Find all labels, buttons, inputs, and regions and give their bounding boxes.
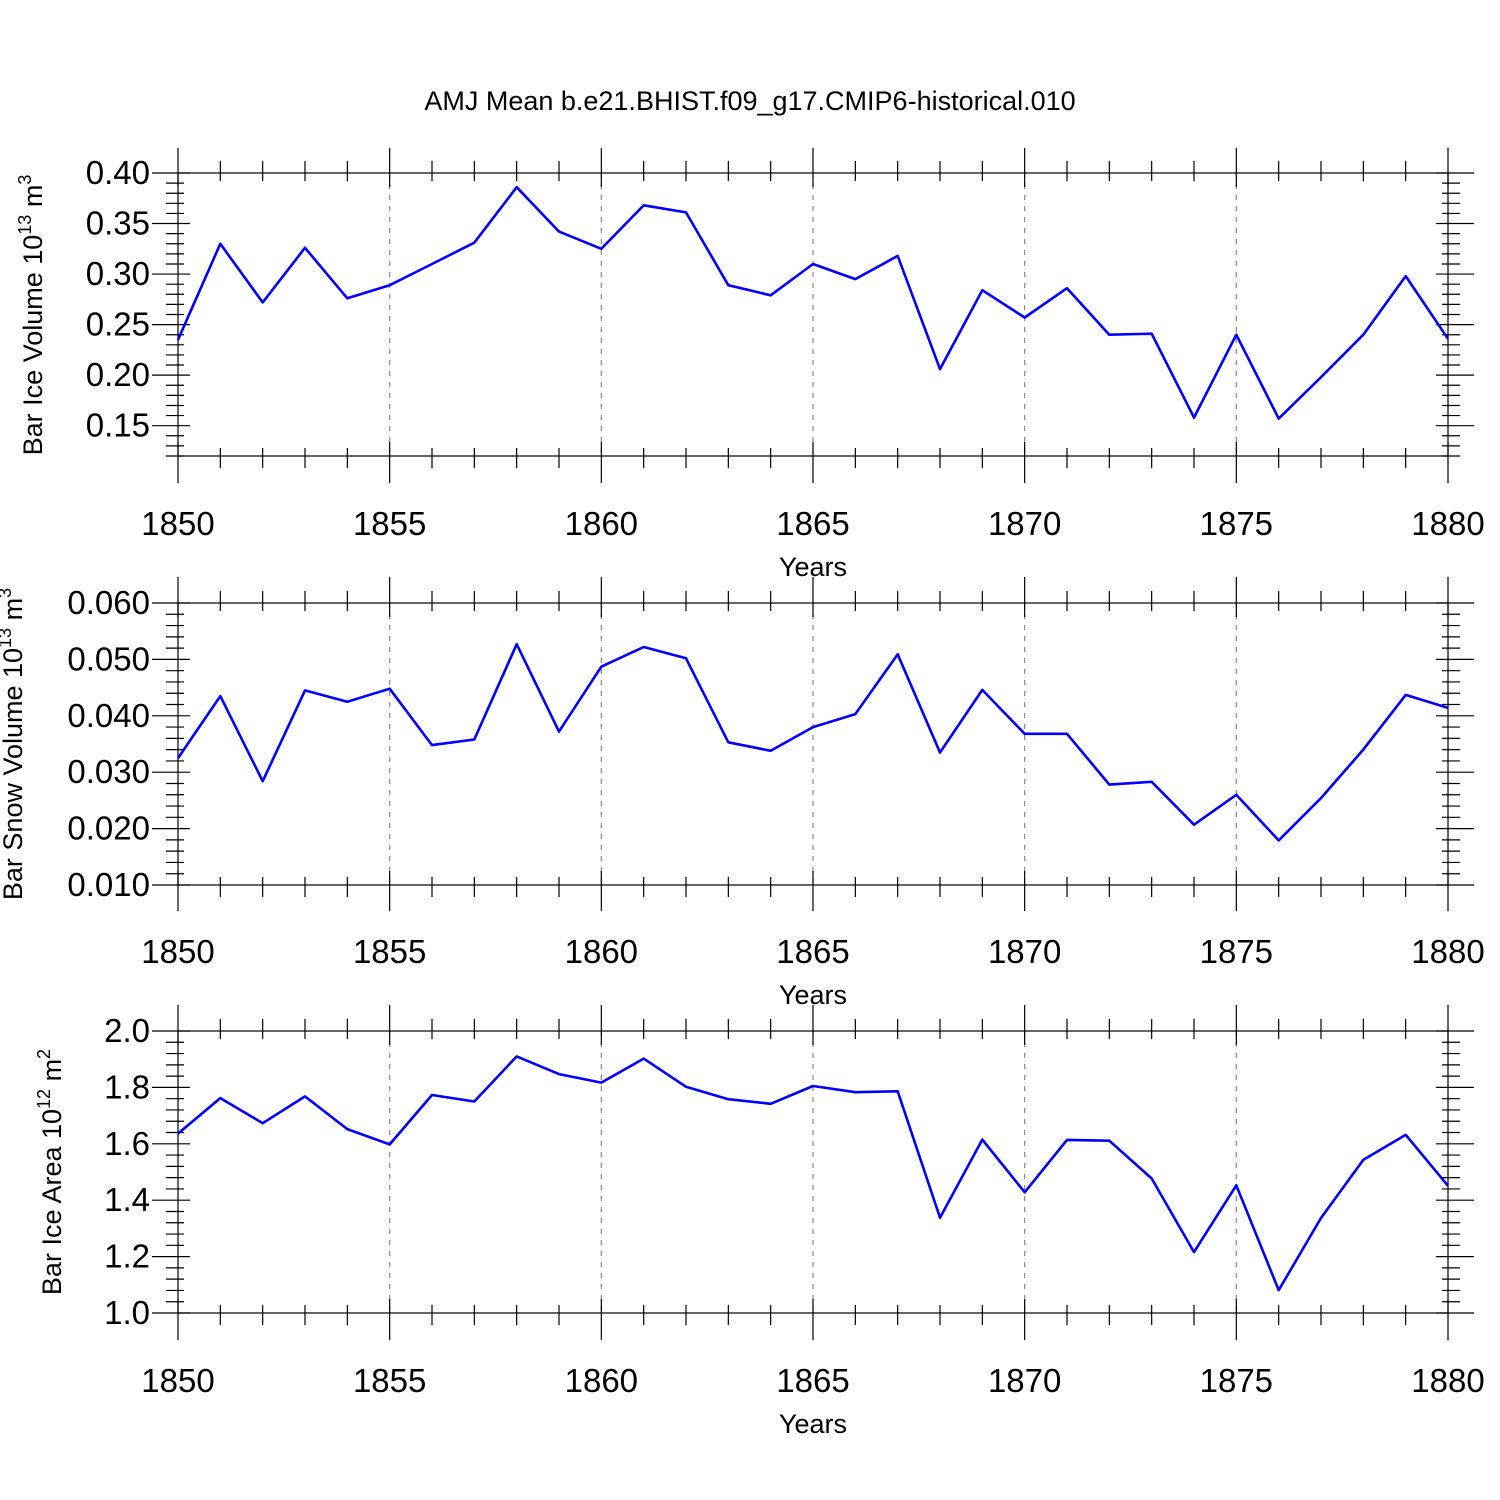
y-tick-label: 1.6	[104, 1125, 150, 1162]
x-tick-label: 1870	[988, 933, 1061, 970]
y-axis-title-unit: m	[18, 185, 48, 215]
y-tick-label: 0.20	[86, 356, 150, 393]
y-tick-label: 1.2	[104, 1238, 150, 1275]
x-axis-title: Years	[779, 1409, 847, 1439]
y-axis-title-unit: m	[37, 1059, 67, 1089]
y-tick-label: 0.040	[67, 697, 150, 734]
plot-frame	[177, 172, 1449, 457]
y-axis-title: Bar Ice Area 1012 m2	[34, 1049, 67, 1295]
panel-2: 0.010 0.020 0.030 0.040 0.050 0.060 1850 1855 18…	[0, 577, 1485, 1010]
x-tick-label: 1870	[988, 505, 1061, 542]
x-tick-label: 1880	[1411, 933, 1484, 970]
y-tick-label: 1.8	[104, 1068, 150, 1105]
x-tick-label: 1855	[353, 933, 426, 970]
y-axis-title-exponent: 12	[34, 1089, 54, 1109]
y-axis-title-unit-exponent: 3	[0, 588, 15, 598]
y-tick-label: 0.30	[86, 255, 150, 292]
y-tick-label: 1.4	[104, 1181, 150, 1218]
y-axis-title: Bar Snow Volume 1013 m3	[0, 588, 28, 900]
x-tick-label: 1855	[353, 505, 426, 542]
y-tick-label: 0.060	[67, 584, 150, 621]
y-axis-title-unit: m	[0, 598, 28, 628]
y-tick-label: 0.35	[86, 205, 150, 242]
y-axis-title-exponent: 13	[15, 215, 35, 235]
y-tick-label: 0.050	[67, 640, 150, 677]
x-tick-label: 1865	[776, 933, 849, 970]
y-axis-title-text: Bar Ice Volume 10	[18, 235, 48, 456]
y-tick-label: 0.030	[67, 753, 150, 790]
y-tick-label: 0.25	[86, 306, 150, 343]
y-tick-label: 1.0	[104, 1294, 150, 1331]
x-tick-label: 1855	[353, 1362, 426, 1399]
y-axis-title-exponent: 13	[0, 628, 15, 648]
y-tick-label: 0.15	[86, 407, 150, 444]
y-tick-label: 0.010	[67, 866, 150, 903]
y-axis-title: Bar Ice Volume 1013 m3	[15, 175, 48, 456]
y-axis-title-unit-exponent: 2	[34, 1049, 54, 1059]
x-tick-label: 1875	[1200, 1362, 1273, 1399]
x-tick-label: 1860	[565, 505, 638, 542]
chart-title: AMJ Mean b.e21.BHIST.f09_g17.CMIP6-histo…	[424, 86, 1075, 116]
panel-3: 1.0 1.2 1.4 1.6 1.8 2.0 1850 1855 1860 1865 1870 18…	[34, 1005, 1485, 1439]
x-tick-label: 1850	[141, 1362, 214, 1399]
x-tick-label: 1870	[988, 1362, 1061, 1399]
plot-frame	[177, 1030, 1449, 1314]
x-tick-label: 1875	[1200, 933, 1273, 970]
y-tick-label: 0.40	[86, 154, 150, 191]
series-line	[177, 1055, 1450, 1292]
x-tick-label: 1865	[776, 505, 849, 542]
series-line	[176, 185, 1450, 420]
x-tick-label: 1860	[565, 1362, 638, 1399]
y-tick-label: 0.020	[67, 810, 150, 847]
x-tick-label: 1880	[1411, 505, 1484, 542]
x-tick-label: 1860	[565, 933, 638, 970]
x-tick-label: 1875	[1200, 505, 1273, 542]
y-axis-title-text: Bar Ice Area 10	[37, 1109, 67, 1295]
plot-frame	[177, 602, 1449, 886]
panel-1: 0.15 0.20 0.25 0.30 0.35 0.40 1850 1855 1860 1865…	[15, 148, 1485, 582]
y-axis-title-unit-exponent: 3	[15, 175, 35, 185]
x-tick-label: 1850	[141, 505, 214, 542]
x-tick-label: 1880	[1411, 1362, 1484, 1399]
y-axis-title-text: Bar Snow Volume 10	[0, 648, 28, 900]
x-tick-label: 1865	[776, 1362, 849, 1399]
series-line	[176, 642, 1449, 842]
y-tick-label: 2.0	[104, 1012, 150, 1049]
x-tick-label: 1850	[141, 933, 214, 970]
